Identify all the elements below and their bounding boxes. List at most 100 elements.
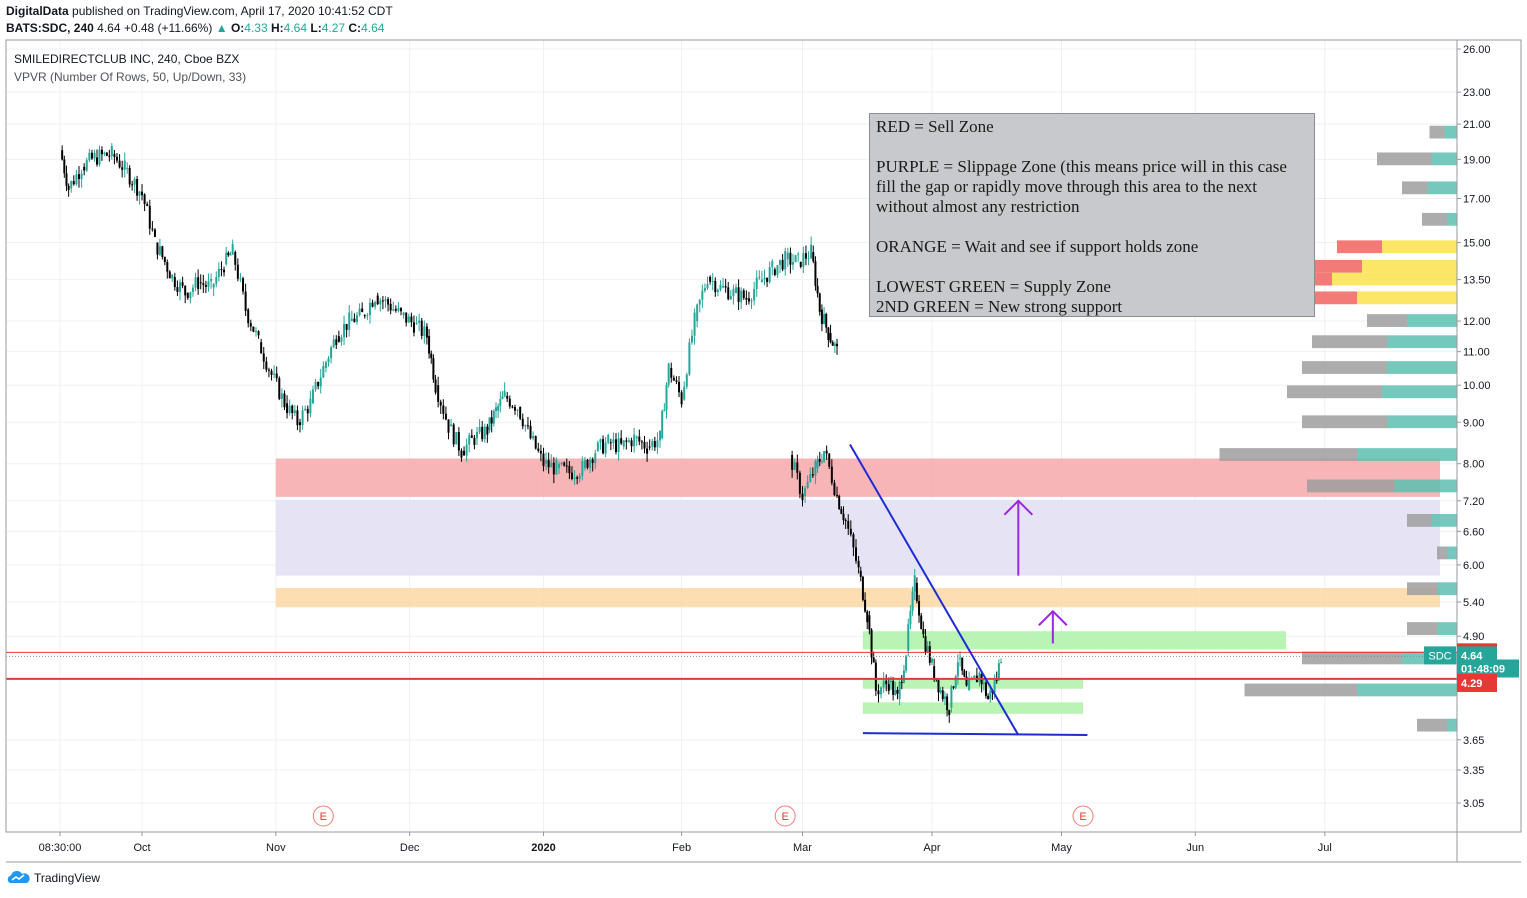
series-legend[interactable]: SMILEDIRECTCLUB INC, 240, Cboe BZX [14,52,240,66]
candle-body [361,308,364,313]
symbol-tag-label: SDC [1428,650,1451,662]
vp-row-up [1407,314,1457,327]
candle-body [905,655,908,671]
zone-green [862,678,1084,689]
candle-body [786,252,789,260]
candle-body [844,520,847,522]
candle-body [909,610,912,625]
candle-body [612,439,615,444]
candle-body [918,601,921,616]
candle-body [265,361,268,370]
candle-body [776,265,779,275]
candle-body [807,258,810,260]
publisher-line: DigitalData published on TradingView.com… [6,4,393,18]
candle-body [678,381,681,393]
candle-body [825,450,828,454]
candle-body [439,401,442,406]
candle-body [350,318,353,322]
candle-body [750,300,753,302]
candle-body [519,406,522,419]
high-value: 4.64 [283,21,308,35]
vp-row-up [1447,718,1457,732]
candle-body [234,252,237,265]
candle-body [425,326,428,338]
candle-body [223,269,226,273]
candle-body [926,646,929,652]
candle-body [933,666,936,679]
vp-row-up [1444,125,1457,139]
candle-body [141,191,144,196]
vp-row-up [1387,361,1457,374]
candle-body [740,290,743,303]
candle-body [348,312,351,330]
candle-body [894,689,897,695]
candle-body [617,438,620,453]
candle-body [402,312,405,316]
candle-body [801,493,804,501]
candle-body [889,681,892,683]
annotation-box[interactable]: RED = Sell Zone PURPLE = Slippage Zone (… [869,113,1315,317]
candle-body [327,358,330,363]
candle-body [816,285,819,294]
candle-body [270,370,273,375]
vp-row-down [1377,152,1432,166]
candle-body [625,440,628,442]
y-tick-label: 3.35 [1463,765,1484,777]
candle-body [779,259,782,266]
candle-body [260,342,263,354]
candle-body [434,379,437,393]
candle-body [638,436,641,442]
candle-body [581,461,584,476]
candle-body [262,353,265,362]
candle-body [358,308,361,316]
candle-body [108,155,111,157]
candle-body [545,460,548,464]
candle-body [301,410,304,426]
candle-body [804,253,807,259]
candle-body [946,696,949,711]
candle-body [811,474,814,476]
candle-body [709,277,712,282]
candle-body [722,286,725,288]
indicator-legend[interactable]: VPVR (Number Of Rows, 50, Up/Down, 33) [14,70,247,84]
publisher-name[interactable]: DigitalData [6,4,69,18]
candle-body [965,676,968,686]
candle-body [724,286,727,288]
vp-row-up [1357,291,1457,305]
candle-body [337,336,340,342]
y-tick-label: 7.20 [1463,496,1484,508]
candle-body [407,316,410,323]
tradingview-logo[interactable]: TradingView [6,871,100,885]
candle-body [126,167,129,169]
candle-body [799,261,802,267]
candle-body [227,252,230,256]
candle-body [560,462,563,465]
candle-body [939,690,942,693]
candle-body [128,167,131,185]
candle-body [93,152,96,159]
zone-2nd-green [862,631,1286,650]
drawings-layer [849,443,1088,737]
candle-body [814,461,817,476]
chart-frame [5,39,1522,863]
candle-body [900,681,903,683]
candle-body [332,339,335,348]
candle-body [806,481,809,488]
candle-body [75,174,78,185]
candle-body [516,409,519,411]
high-label: H: [270,21,284,35]
candle-body [488,417,491,431]
candle-body [340,337,343,342]
candle-body [513,407,516,411]
candle-body [492,410,495,424]
candle-body [483,426,486,440]
candle-body [838,495,841,509]
candle-body [412,322,415,333]
candle-body [415,322,418,324]
candle-body [930,658,933,663]
candle-body [842,513,845,521]
candle-body [67,185,70,190]
x-tick-label: Jun [1186,842,1204,854]
change-arrow-icon: ▲ [215,21,228,35]
candle-body [706,284,709,289]
